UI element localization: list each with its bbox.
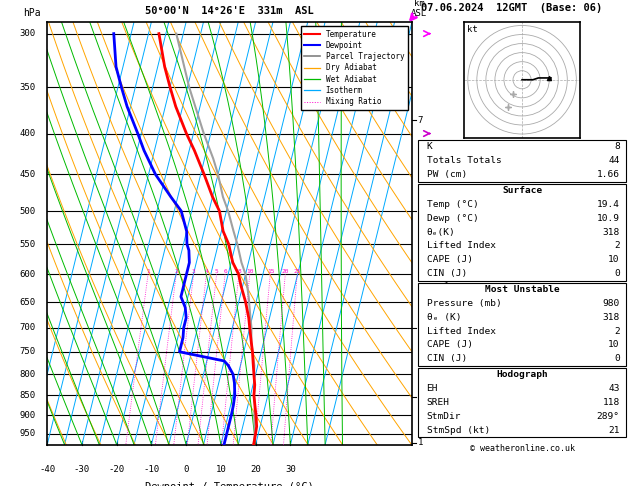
Text: Mixing Ratio (g/kg): Mixing Ratio (g/kg) — [444, 182, 453, 284]
Text: 20: 20 — [250, 465, 261, 474]
Text: 118: 118 — [603, 398, 620, 407]
Text: θₑ (K): θₑ (K) — [426, 313, 461, 322]
Text: 1: 1 — [418, 438, 423, 448]
Text: 500: 500 — [19, 207, 35, 215]
Text: hPa: hPa — [23, 8, 41, 17]
Text: 10: 10 — [216, 465, 226, 474]
Text: CIN (J): CIN (J) — [426, 354, 467, 364]
Text: StmDir: StmDir — [426, 412, 461, 421]
Text: EH: EH — [426, 384, 438, 393]
Text: 300: 300 — [19, 29, 35, 38]
Text: PW (cm): PW (cm) — [426, 170, 467, 179]
Text: 21: 21 — [608, 426, 620, 434]
Text: 8: 8 — [237, 269, 241, 274]
Text: 43: 43 — [608, 384, 620, 393]
Text: 0: 0 — [614, 269, 620, 278]
Text: Pressure (mb): Pressure (mb) — [426, 299, 501, 308]
Bar — [418, 184, 626, 280]
Text: 20: 20 — [282, 269, 289, 274]
Text: 50°00'N  14°26'E  331m  ASL: 50°00'N 14°26'E 331m ASL — [145, 5, 314, 16]
Text: -40: -40 — [39, 465, 55, 474]
Text: 3: 3 — [418, 323, 423, 332]
Text: 4: 4 — [205, 269, 209, 274]
Text: -10: -10 — [143, 465, 160, 474]
Text: 950: 950 — [19, 430, 35, 438]
Text: CAPE (J): CAPE (J) — [426, 255, 472, 264]
Text: 2: 2 — [175, 269, 179, 274]
Text: 3: 3 — [192, 269, 196, 274]
Text: 44: 44 — [608, 156, 620, 165]
Text: 10: 10 — [608, 341, 620, 349]
Text: 318: 318 — [603, 227, 620, 237]
Bar — [418, 368, 626, 437]
Text: 8: 8 — [614, 142, 620, 152]
Text: 318: 318 — [603, 313, 620, 322]
Text: 10: 10 — [247, 269, 254, 274]
Text: 10.9: 10.9 — [597, 214, 620, 223]
Bar — [418, 283, 626, 366]
Legend: Temperature, Dewpoint, Parcel Trajectory, Dry Adiabat, Wet Adiabat, Isotherm, Mi: Temperature, Dewpoint, Parcel Trajectory… — [301, 26, 408, 110]
Text: 0: 0 — [614, 354, 620, 364]
Text: 800: 800 — [19, 370, 35, 379]
Text: θₑ(K): θₑ(K) — [426, 227, 455, 237]
Text: 30: 30 — [285, 465, 296, 474]
Text: 15: 15 — [267, 269, 274, 274]
Text: 19.4: 19.4 — [597, 200, 620, 209]
Bar — [418, 140, 626, 182]
Text: Lifted Index: Lifted Index — [426, 327, 496, 336]
Text: 600: 600 — [19, 270, 35, 279]
Text: SREH: SREH — [426, 398, 450, 407]
Text: 980: 980 — [603, 299, 620, 308]
Text: 6: 6 — [223, 269, 227, 274]
Text: 1: 1 — [147, 269, 150, 274]
Text: 2: 2 — [614, 327, 620, 336]
Text: Dewpoint / Temperature (°C): Dewpoint / Temperature (°C) — [145, 482, 314, 486]
Text: 850: 850 — [19, 391, 35, 400]
Text: CAPE (J): CAPE (J) — [426, 341, 472, 349]
Text: CIN (J): CIN (J) — [426, 269, 467, 278]
Text: kt: kt — [467, 25, 477, 35]
Text: 900: 900 — [19, 411, 35, 419]
Text: 7: 7 — [418, 116, 423, 125]
Text: 1.66: 1.66 — [597, 170, 620, 179]
Text: 5: 5 — [215, 269, 219, 274]
Text: km
ASL: km ASL — [411, 0, 427, 17]
Text: LCL: LCL — [418, 394, 433, 402]
Text: 07.06.2024  12GMT  (Base: 06): 07.06.2024 12GMT (Base: 06) — [421, 3, 603, 13]
Text: K: K — [426, 142, 432, 152]
Text: 2: 2 — [418, 393, 423, 402]
Text: -20: -20 — [109, 465, 125, 474]
Text: Totals Totals: Totals Totals — [426, 156, 501, 165]
Text: 700: 700 — [19, 323, 35, 332]
Text: 550: 550 — [19, 240, 35, 249]
Text: 650: 650 — [19, 297, 35, 307]
Text: Dewp (°C): Dewp (°C) — [426, 214, 478, 223]
Text: 400: 400 — [19, 129, 35, 138]
Text: Temp (°C): Temp (°C) — [426, 200, 478, 209]
Text: Lifted Index: Lifted Index — [426, 242, 496, 250]
Text: Hodograph: Hodograph — [496, 370, 548, 379]
Text: © weatheronline.co.uk: © weatheronline.co.uk — [470, 444, 574, 452]
Text: 350: 350 — [19, 83, 35, 92]
Text: Surface: Surface — [502, 186, 542, 195]
Text: Most Unstable: Most Unstable — [485, 285, 559, 294]
Text: 0: 0 — [184, 465, 189, 474]
Text: -30: -30 — [74, 465, 90, 474]
Text: 10: 10 — [608, 255, 620, 264]
Text: StmSpd (kt): StmSpd (kt) — [426, 426, 490, 434]
Text: 450: 450 — [19, 170, 35, 179]
Text: 6: 6 — [418, 207, 423, 215]
Text: 750: 750 — [19, 347, 35, 356]
Text: 25: 25 — [294, 269, 301, 274]
Text: 289°: 289° — [597, 412, 620, 421]
Text: 2: 2 — [614, 242, 620, 250]
